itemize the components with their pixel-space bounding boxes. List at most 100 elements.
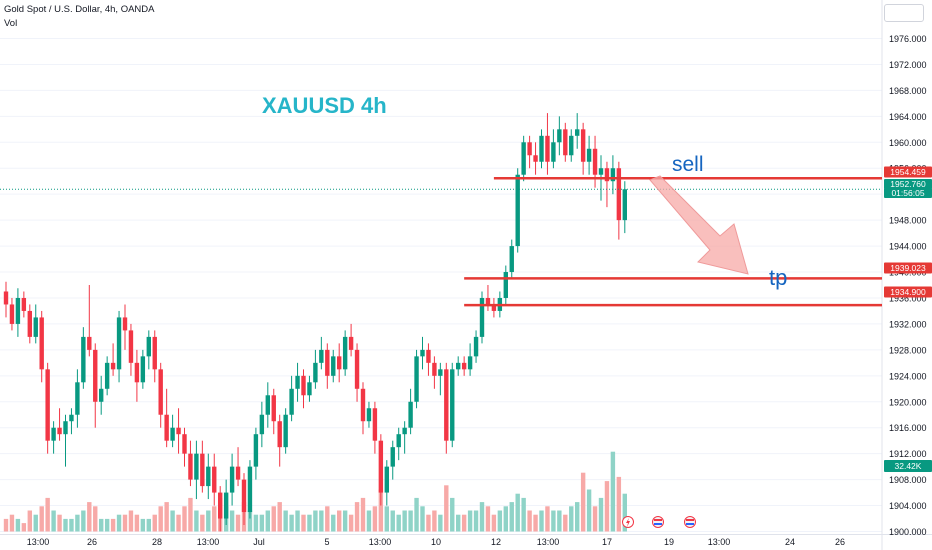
volume-bar	[146, 518, 151, 532]
volume-bar	[319, 510, 324, 532]
event-icons[interactable]	[622, 516, 696, 528]
volume-bar	[253, 514, 259, 532]
candle-body	[450, 369, 455, 441]
candle-body	[551, 142, 556, 162]
volume-bar	[569, 506, 574, 532]
candle-body	[247, 466, 253, 513]
volume-bar	[563, 514, 568, 532]
tp-annotation: tp	[769, 265, 787, 290]
volume-bar	[295, 510, 300, 532]
time-tick-label: 12	[491, 537, 501, 547]
price-tag	[884, 286, 932, 298]
volume-bar	[384, 506, 389, 532]
volume-bar	[110, 518, 116, 532]
candle-body	[533, 155, 538, 162]
candle-body	[521, 142, 526, 175]
candle-body	[461, 362, 467, 370]
price-tick-label: 1916.000	[889, 423, 927, 433]
candle-body	[158, 369, 163, 415]
candle-body	[479, 297, 485, 337]
time-tick-label: 24	[785, 537, 795, 547]
price-tick-label: 1908.000	[889, 475, 927, 485]
volume-bar	[342, 510, 348, 532]
price-tag	[884, 179, 932, 189]
volume-bar	[93, 506, 98, 532]
candle-body	[116, 317, 122, 370]
volume-bar	[27, 510, 32, 532]
volume-bar	[307, 514, 312, 532]
candle-body	[27, 310, 32, 337]
volume-bar	[104, 518, 110, 532]
candle-body	[384, 466, 389, 493]
chart-title: XAUUSD 4h	[262, 93, 387, 118]
volume-bars	[3, 451, 627, 532]
price-tick-label: 1920.000	[889, 397, 927, 407]
time-tick-label: 13:00	[537, 537, 560, 547]
price-tick-label: 1972.000	[889, 60, 927, 70]
candle-body	[128, 330, 134, 363]
volume-bar	[420, 506, 425, 532]
candle-body	[63, 421, 68, 435]
candle-body	[319, 349, 324, 363]
candle-body	[402, 427, 407, 435]
candle-body	[164, 414, 169, 441]
volume-bar	[372, 506, 378, 532]
volume-bar	[604, 481, 610, 532]
price-tick-label: 1928.000	[889, 345, 927, 355]
candle-body	[81, 336, 86, 383]
volume-bar	[616, 476, 622, 532]
volume-bar	[592, 506, 598, 532]
candle-body	[348, 336, 354, 350]
candle-body	[253, 434, 259, 467]
candle-body	[527, 142, 532, 156]
volume-bar	[212, 506, 217, 532]
candle-body	[444, 369, 449, 441]
volume-bar	[390, 510, 395, 532]
candle-body	[289, 388, 294, 415]
candle-body	[307, 382, 312, 396]
chart-settings-button[interactable]	[884, 4, 924, 22]
time-axis[interactable]: 13:00 26 28 13:00 Jul 5 13:00 10 12 13:00 17 19 13:0…	[27, 537, 845, 547]
candle-body	[545, 135, 550, 162]
volume-bar	[325, 506, 330, 532]
candle-body	[33, 317, 38, 337]
candle-body	[283, 414, 288, 448]
volume-bar	[99, 518, 104, 532]
volume-bar	[200, 514, 205, 532]
sell-arrow[interactable]	[649, 175, 749, 275]
candle-body	[301, 375, 306, 396]
volume-bar	[57, 514, 62, 532]
volume-bar	[545, 506, 550, 532]
volume-bar	[586, 489, 592, 532]
candle-body	[575, 129, 580, 136]
candle-body	[182, 434, 187, 454]
volume-bar	[509, 502, 514, 532]
candle-body	[414, 356, 419, 402]
candle-body	[229, 466, 235, 493]
candle-body	[598, 168, 604, 175]
candle-body	[69, 414, 74, 422]
volume-bar	[485, 506, 491, 532]
candle-body	[432, 362, 437, 376]
candle-body	[39, 317, 44, 370]
candle-body	[503, 272, 508, 298]
bolt-icon	[626, 518, 630, 527]
volume-bar	[610, 451, 616, 532]
price-tag-label: 01:56:05	[891, 188, 924, 198]
candle-body	[122, 317, 128, 331]
price-tick-label: 1900.000	[889, 527, 927, 537]
volume-bar	[337, 510, 342, 532]
candle-body	[563, 129, 568, 156]
levels	[0, 176, 882, 307]
candle-body	[57, 427, 62, 435]
price-tag	[884, 188, 932, 198]
symbol-title: Gold Spot / U.S. Dollar, 4h, OANDA	[4, 4, 155, 15]
candle-body	[176, 427, 181, 435]
volume-bar	[158, 506, 163, 532]
price-tag-label: 1934.900	[890, 287, 926, 297]
candle-body	[509, 246, 514, 273]
volume-bar	[63, 518, 68, 532]
